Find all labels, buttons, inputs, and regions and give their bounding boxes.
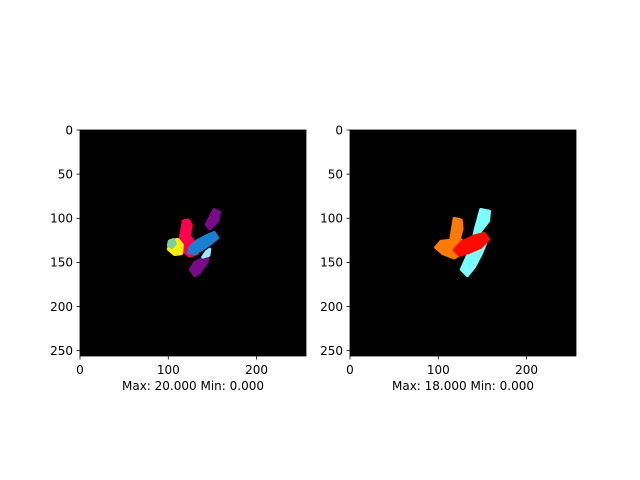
y-tick-label: 50	[58, 167, 73, 181]
y-tick-label: 150	[50, 256, 73, 270]
y-tick-label: 200	[50, 300, 73, 314]
x-tick-label: 100	[427, 363, 450, 377]
segment-region-1	[204, 208, 221, 231]
segment-region-6	[201, 247, 212, 259]
x-tick-label: 200	[515, 363, 538, 377]
y-tick-label: 200	[320, 300, 343, 314]
segment-region-7	[166, 238, 177, 249]
y-tick-label: 50	[328, 167, 343, 181]
axes-frame	[79, 129, 307, 357]
x-tick-label: 100	[157, 363, 180, 377]
y-tick-label: 250	[320, 344, 343, 358]
y-tick-label: 250	[50, 344, 73, 358]
y-tick-label: 100	[50, 212, 73, 226]
y-tick-label: 0	[335, 123, 343, 137]
axes-frame	[349, 129, 577, 357]
segment-region-3	[452, 231, 491, 257]
y-tick-label: 150	[320, 256, 343, 270]
segment-region-5	[187, 230, 220, 256]
y-tick-label: 100	[320, 212, 343, 226]
x-tick-label: 0	[346, 363, 354, 377]
y-tick-label: 0	[65, 123, 73, 137]
panel-subtitle: Max: 18.000 Min: 0.000	[392, 379, 534, 393]
x-tick-label: 200	[245, 363, 268, 377]
panel-subtitle: Max: 20.000 Min: 0.000	[122, 379, 264, 393]
x-tick-label: 0	[76, 363, 84, 377]
